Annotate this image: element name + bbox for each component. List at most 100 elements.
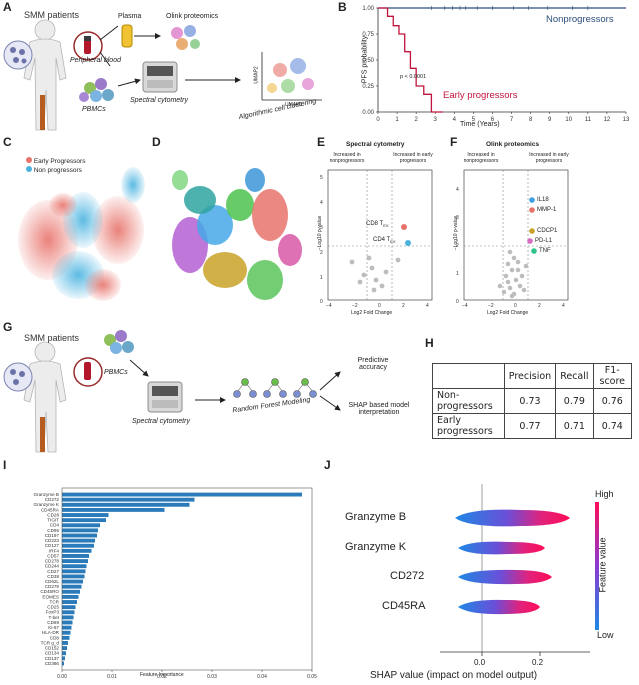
importance-category-label: CD62L <box>45 579 60 584</box>
panel-label-b: B <box>338 0 347 14</box>
importance-bar <box>62 584 82 589</box>
importance-bar <box>62 548 92 553</box>
svg-text:−2: −2 <box>488 303 494 309</box>
km-x-tick-label: 7 <box>510 117 514 123</box>
shap-beeswarm-cd272 <box>458 569 552 585</box>
volcano-e-axes <box>327 169 433 301</box>
importance-category-label: EOMES <box>42 594 59 599</box>
importance-category-label: CD278 <box>45 559 60 564</box>
km-x-tick-label: 11 <box>585 117 592 123</box>
gene-label-pdl1: PD-L1 <box>535 238 553 244</box>
pdl1-point <box>527 238 533 244</box>
svg-text:4: 4 <box>562 303 565 309</box>
importance-category-label: CD28 <box>47 512 59 517</box>
volcano-e-ticks: −4 −2 0 2 4 0 1 2 3 4 5 <box>320 175 429 309</box>
cd8-tex-label: CD8 TEX <box>366 221 389 228</box>
importance-category-label: CD69 <box>47 620 59 625</box>
svg-text:2: 2 <box>402 303 405 309</box>
importance-category-label: CD38 <box>47 574 59 579</box>
panel-label-d: D <box>152 135 161 149</box>
legend-c-non: Non progressors <box>26 166 82 174</box>
importance-category-label: CD127 <box>45 543 60 548</box>
metrics-table: Precision Recall F1-score Non-progressor… <box>432 363 633 439</box>
predictive-accuracy-label: Predictive accuracy <box>357 357 389 371</box>
recall-cell: 0.79 <box>555 388 594 414</box>
svg-text:4: 4 <box>320 200 323 206</box>
svg-text:0: 0 <box>378 303 381 309</box>
km-x-tick-label: 9 <box>548 117 552 123</box>
importance-category-label: CD45RO <box>40 589 59 594</box>
f1-cell: 0.76 <box>592 388 633 414</box>
importance-bar <box>62 620 73 625</box>
volcano-e-xlabel: Log2 Fold Change <box>351 310 393 316</box>
cytometer-a <box>142 61 178 93</box>
panel-label-c: C <box>3 135 12 149</box>
importance-bar <box>62 574 85 579</box>
mmp1-point <box>529 207 535 213</box>
importance-bar <box>62 513 109 517</box>
importance-bar <box>62 543 94 548</box>
km-series-line-1 <box>378 7 443 113</box>
svg-text:3: 3 <box>320 225 323 231</box>
panel-label-g: G <box>3 320 13 334</box>
importance-xlabel: Feature Importance <box>140 672 184 678</box>
recall-cell: 0.71 <box>555 413 594 439</box>
plasma-tube <box>121 24 133 48</box>
km-chart: 0 1 2 3 4 5 6 7 8 9 10 11 12 130.000.250.500.751.00 <box>362 6 630 123</box>
legend-c-early-label: Early Progressors <box>33 158 86 165</box>
shap-feature-granzyme-k: Granzyme K <box>345 541 407 553</box>
row-label: Non-progressors <box>432 388 505 414</box>
importance-bar <box>62 594 79 599</box>
svg-text:2: 2 <box>320 250 323 256</box>
table-row: Non-progressors 0.73 0.79 0.76 <box>432 388 633 414</box>
importance-bar <box>62 610 75 615</box>
gene-label-mmp1: MMP-1 <box>537 207 557 213</box>
leg-vein-a <box>40 95 45 130</box>
panel-label-j: J <box>324 458 331 472</box>
importance-bar <box>62 579 83 584</box>
importance-category-label: CD25 <box>47 605 59 610</box>
importance-category-label: CD95 <box>47 528 59 533</box>
spectral-cytometry-label-g: Spectral cytometry <box>132 418 190 425</box>
importance-category-label: CD27 <box>47 569 59 574</box>
km-y-tick-label: 1.00 <box>362 6 374 12</box>
svg-text:0: 0 <box>320 299 323 305</box>
volcano-f: −4 −2 0 2 4 0 1 2 3 4 <box>456 169 569 309</box>
svg-text:2: 2 <box>538 303 541 309</box>
importance-bar <box>62 646 67 651</box>
umap-d <box>172 168 302 300</box>
km-x-tick-label: 3 <box>434 117 438 123</box>
row-label: Early progressors <box>432 413 505 439</box>
km-y-tick-label: 0.50 <box>362 58 374 64</box>
shap-cbar-label: Feature value <box>597 537 608 593</box>
panel-label-e: E <box>317 135 326 149</box>
volcano-f-points <box>497 249 529 299</box>
importance-bar <box>62 533 97 538</box>
km-x-tick-label: 2 <box>414 117 418 123</box>
importance-category-label: CD137 <box>45 656 60 661</box>
metrics-header-recall: Recall <box>555 363 594 389</box>
pbmc-cells-g <box>104 330 134 354</box>
legend-dot-blue <box>26 166 32 172</box>
pbmc-cells-a <box>79 78 114 102</box>
panel-label-f: F <box>450 135 458 149</box>
importance-bar <box>62 559 88 564</box>
svg-text:0: 0 <box>514 303 517 309</box>
importance-category-label: Granzyme K <box>33 502 59 507</box>
importance-category-label: Granzyme B <box>33 492 59 497</box>
importance-category-label: CD366 <box>45 661 60 666</box>
panel-label-i: I <box>3 458 7 472</box>
cd4-tex-label: CD4 TEX <box>373 237 396 244</box>
metrics-header-f1: F1-score <box>592 363 633 389</box>
volcano-f-left-note: Increased in nonprogressors <box>463 152 499 164</box>
cd8-tex-point <box>401 224 407 230</box>
km-y-tick-label: 0.75 <box>362 32 374 38</box>
importance-category-label: CD45RA <box>41 507 60 512</box>
importance-bar <box>62 589 80 594</box>
svg-text:2: 2 <box>456 243 459 249</box>
spectral-cytometry-label-a: Spectral cytometry <box>130 97 188 104</box>
importance-category-label: Ki-67 <box>48 625 59 630</box>
importance-category-label: T-bet <box>49 615 60 620</box>
svg-text:1: 1 <box>320 275 323 281</box>
